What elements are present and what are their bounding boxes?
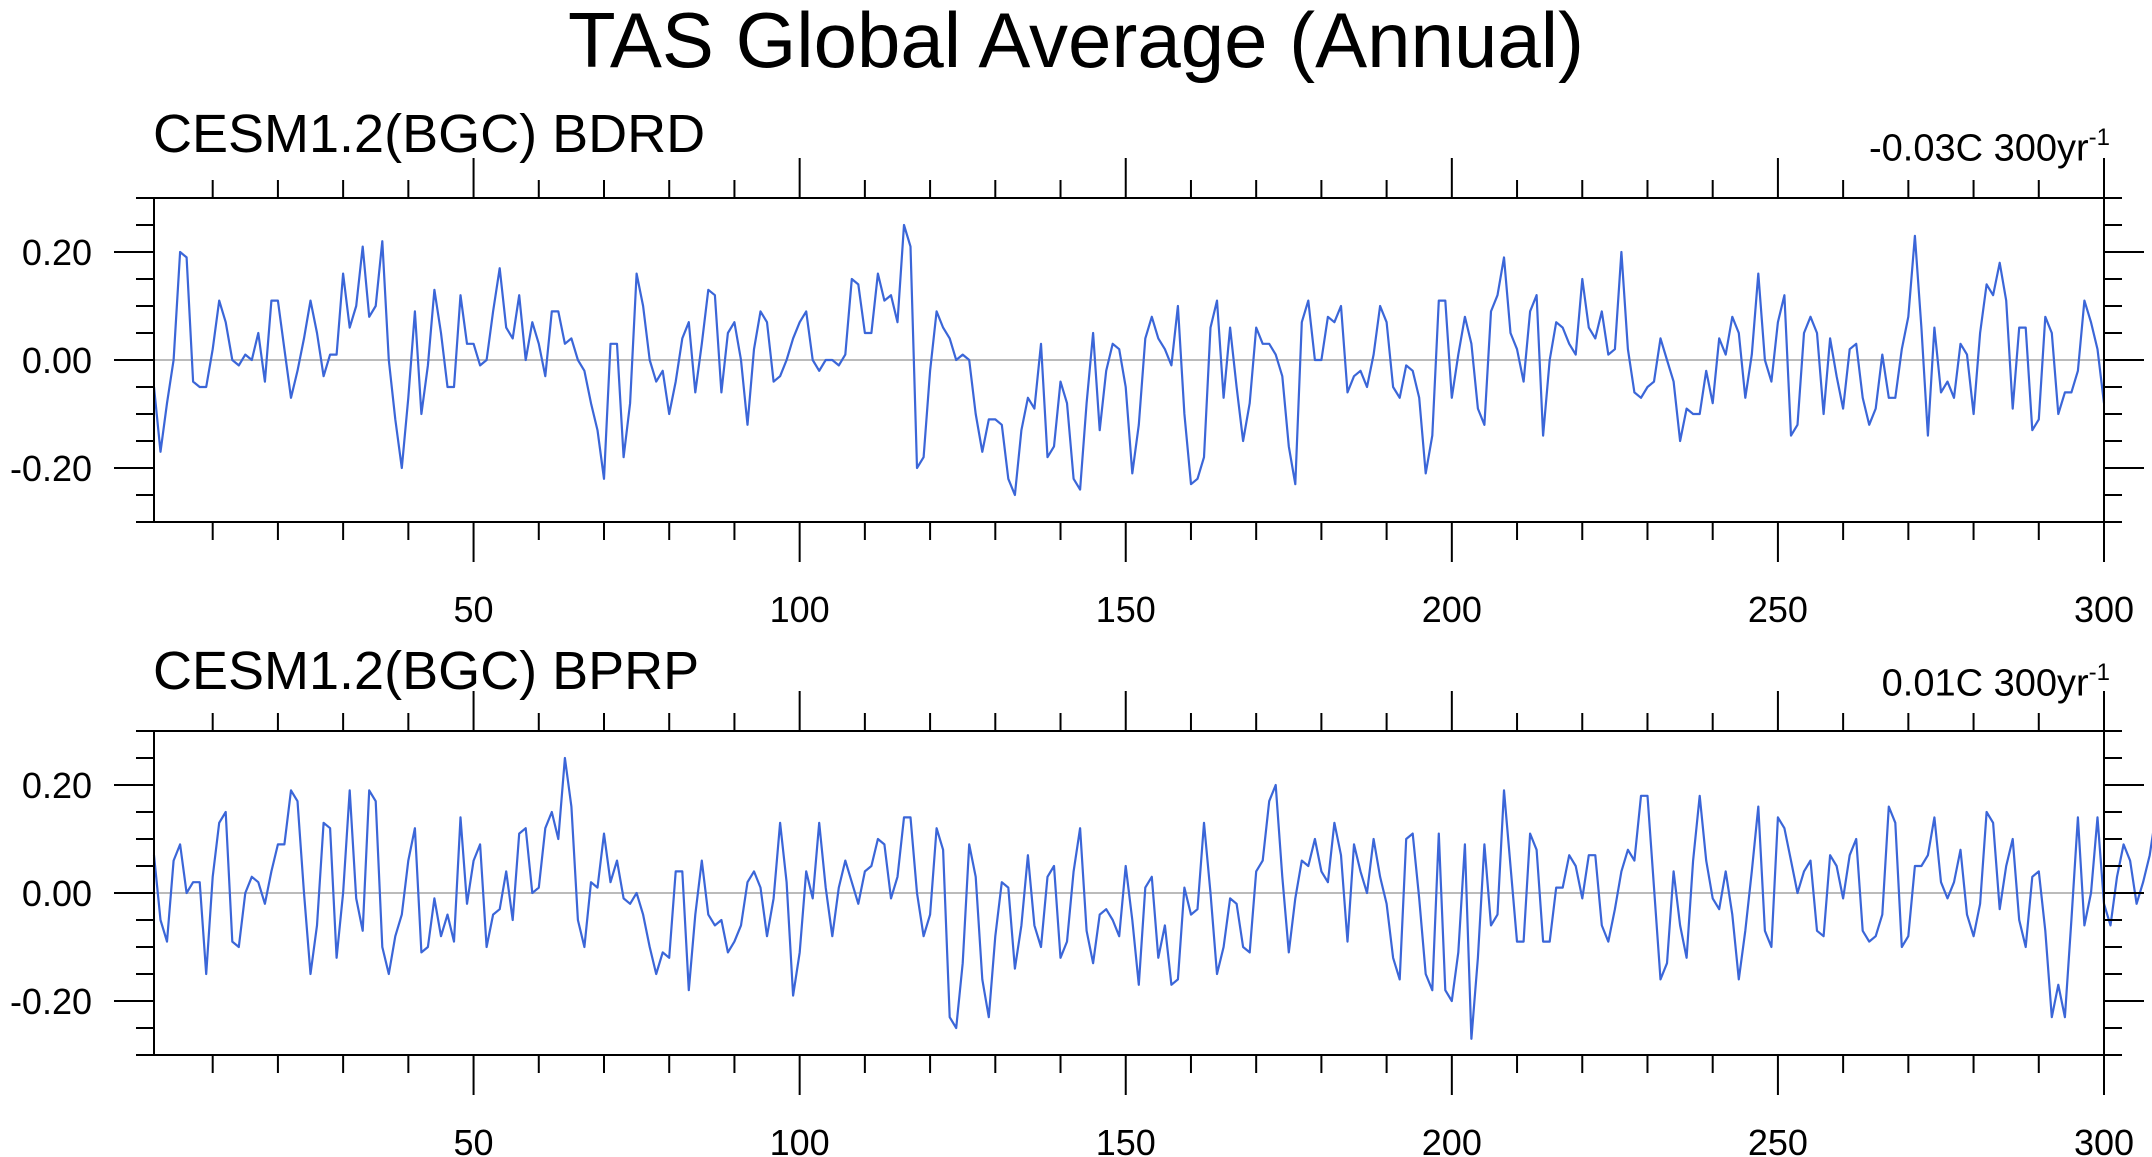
trend-exponent: -1 — [2088, 659, 2110, 686]
y-tick-label: 0.20 — [22, 765, 92, 806]
x-tick-label: 100 — [770, 1122, 830, 1157]
line-plot-bdrd: 50 100 150 200 250 300 0.20 0.00 -0.20 — [10, 158, 2144, 630]
chart-panel-bdrd: CESM1.2(BGC) BDRD -0.03C 300yr-1 50 100 15… — [0, 0, 2152, 630]
x-tick-label: 300 — [2074, 1122, 2134, 1157]
trend-label: -0.03C 300yr-1 — [1869, 118, 2110, 171]
x-tick-label: 150 — [1096, 1122, 1156, 1157]
trend-exponent: -1 — [2088, 124, 2110, 151]
x-tick-label: 250 — [1748, 1122, 1808, 1157]
trend-text: -0.03C 300yr — [1868, 127, 2089, 170]
x-tick-label: 100 — [770, 589, 830, 630]
chart-panel-bprp: CESM1.2(BGC) BPRP 0.01C 300yr-1 50 100 150… — [0, 533, 2152, 1157]
chart-title: TAS Global Average (Annual) — [567, 0, 1585, 84]
panel-title: CESM1.2(BGC) BPRP — [153, 641, 700, 701]
panel-title: CESM1.2(BGC) BDRD — [153, 104, 706, 164]
y-tick-label: 0.00 — [22, 340, 92, 381]
x-tick-label: 300 — [2074, 589, 2134, 630]
x-tick-label: 250 — [1748, 589, 1808, 630]
x-tick-label: 50 — [454, 589, 494, 630]
trend-text: 0.01C 300yr — [1881, 662, 2089, 705]
x-tick-label: 200 — [1422, 589, 1482, 630]
y-tick-label: -0.20 — [10, 448, 92, 489]
series-line — [152, 223, 2106, 497]
x-tick-label: 200 — [1422, 1122, 1482, 1157]
y-tick-label: 0.00 — [22, 873, 92, 914]
x-tick-label: 50 — [454, 1122, 494, 1157]
y-tick-label: -0.20 — [10, 981, 92, 1022]
trend-label: 0.01C 300yr-1 — [1882, 653, 2110, 706]
y-tick-label: 0.20 — [22, 232, 92, 273]
x-tick-label: 150 — [1096, 589, 1156, 630]
series-line — [152, 756, 2152, 1040]
line-plot-bprp: 50 100 150 200 250 300 0.20 0.00 -0.20 — [10, 691, 2152, 1157]
